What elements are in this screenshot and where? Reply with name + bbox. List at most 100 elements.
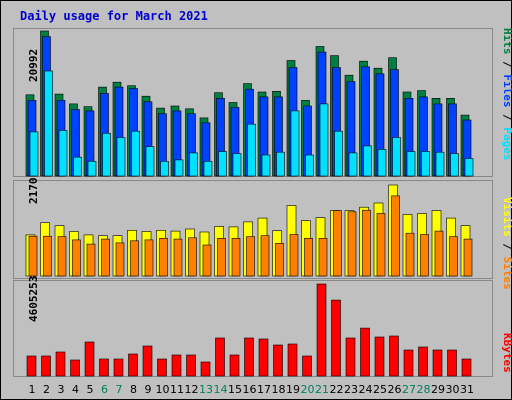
bar-sites [231,238,241,277]
bar-sites [420,234,429,277]
bar-pages [87,161,97,177]
legend-hits-files-pages: Hits / Files / Pages [501,28,512,161]
x-tick-label: 25 [373,383,387,396]
bar-kbytes [287,343,298,377]
bar-sites [362,209,371,277]
bar-pages [247,123,256,177]
bar-kbytes [316,283,327,377]
x-tick-label: 24 [359,383,373,396]
bar-sites [289,234,299,277]
x-tick-label: 6 [101,383,108,396]
bar-pages [232,153,242,177]
panel-frame-top [13,28,493,177]
x-tick-label: 23 [344,383,358,396]
bars-kbytes [26,283,472,377]
bar-kbytes [447,349,457,377]
bar-kbytes [403,349,414,377]
bar-sites [405,232,415,277]
panel-kbytes: 4605253 KBytes [13,276,512,377]
bar-sites [391,195,400,277]
legend-kbytes: KBytes [501,333,512,373]
x-tick-label: 11 [170,383,184,396]
bar-pages [450,153,459,177]
legend-sites: Sites [501,257,512,290]
x-tick-label: 10 [156,383,170,396]
bar-sites [449,236,458,277]
bar-kbytes [55,351,66,377]
x-tick-label: 17 [257,383,271,396]
bar-kbytes [273,344,283,377]
bar-pages [160,161,169,177]
bar-sites [86,243,96,277]
x-tick-label: 1 [29,383,36,396]
x-tick-label: 9 [145,383,152,396]
x-tick-label: 15 [228,383,242,396]
bar-pages [44,70,53,177]
bar-pages [464,158,474,177]
bar-sites [318,238,328,277]
bar-pages [203,161,213,177]
bar-kbytes [113,358,124,377]
bar-pages [290,110,300,177]
bar-sites [347,211,357,277]
x-tick-label: 22 [330,383,344,396]
panel-frame-middle [13,180,493,279]
bar-pages [421,151,430,177]
x-tick-label: 26 [388,383,402,396]
bar-kbytes [70,359,80,377]
x-tick-label: 28 [417,383,431,396]
bar-sites [463,238,473,277]
x-tick-label: 3 [58,383,65,396]
bar-sites [333,210,342,277]
bar-pages [276,151,285,177]
bar-pages [406,151,416,177]
bar-sites [28,235,38,277]
x-tick-label: 2 [43,383,50,396]
bar-sites [115,242,125,277]
bar-pages [348,152,358,177]
bar-sites [130,240,139,277]
bar-sites [57,236,67,277]
bar-sites [260,235,270,277]
y-max-label-kbytes: 4605253 [27,276,40,322]
panel-frame-bottom [13,280,493,377]
bar-sites [101,238,110,277]
bar-pages [305,154,314,177]
bar-kbytes [461,358,472,377]
bar-sites [188,237,197,277]
x-tick-label: 31 [460,383,474,396]
bar-kbytes [345,337,356,377]
bar-kbytes [302,355,312,377]
legend-visits: Visits [501,197,512,237]
bar-sites [159,238,168,277]
bar-kbytes [99,358,109,377]
x-tick-label: 29 [431,383,445,396]
y-max-label-hits: 20992 [27,49,40,82]
bar-sites [246,236,255,277]
bar-kbytes [128,353,138,377]
bar-kbytes [84,341,95,377]
bar-pages [261,154,271,177]
bar-kbytes [157,358,167,377]
bar-sites [202,244,212,277]
bars-visits-sites [25,184,473,277]
x-axis-day-labels: 1 2 3 4 5 6 7 8 9 10 11 12 13 14 15 16 17 18 19 20 21 22 23 24 2… [29,383,475,396]
x-tick-label: 27 [402,383,416,396]
bar-kbytes [432,349,443,377]
bar-kbytes [418,346,428,377]
bar-sites [275,243,284,277]
x-tick-label: 16 [243,383,257,396]
bar-pages [145,146,155,177]
bar-kbytes [229,354,240,377]
bar-kbytes [360,327,370,377]
bar-kbytes [171,354,182,377]
bar-pages [102,133,111,177]
bar-pages [116,137,126,177]
bar-sites [376,213,386,277]
bar-pages [131,130,140,177]
x-tick-label: 21 [315,383,329,396]
x-tick-label: 13 [199,383,213,396]
bar-kbytes [186,354,196,377]
x-tick-label: 8 [130,383,137,396]
